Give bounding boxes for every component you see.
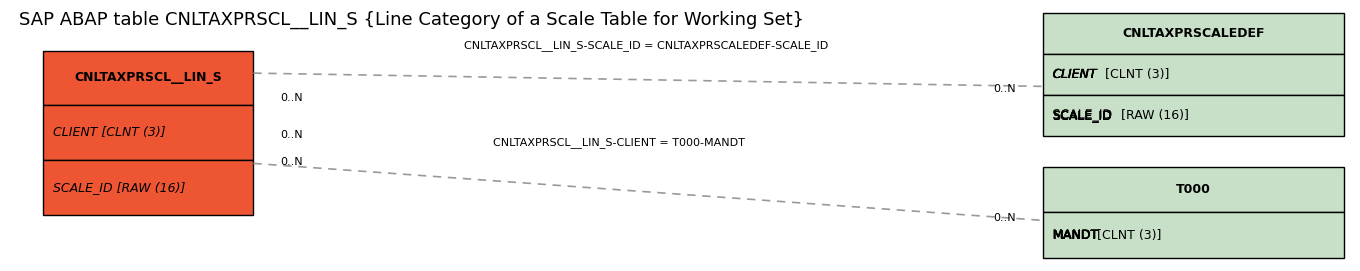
Text: SCALE_ID: SCALE_ID [1053, 109, 1112, 122]
Text: 0..N: 0..N [280, 131, 303, 140]
Text: 0..N: 0..N [280, 93, 303, 103]
Text: MANDT: MANDT [1053, 228, 1099, 241]
Text: MANDT: MANDT [1053, 228, 1099, 241]
Text: [CLNT (3)]: [CLNT (3)] [1093, 228, 1161, 241]
Text: [RAW (16)]: [RAW (16)] [1118, 109, 1190, 122]
Text: SCALE_ID: SCALE_ID [1053, 109, 1112, 122]
Text: SAP ABAP table CNLTAXPRSCL__LIN_S {Line Category of a Scale Table for Working Se: SAP ABAP table CNLTAXPRSCL__LIN_S {Line … [19, 11, 804, 29]
Text: CNLTAXPRSCL__LIN_S-CLIENT = T000-MANDT: CNLTAXPRSCL__LIN_S-CLIENT = T000-MANDT [494, 137, 745, 148]
Text: CNLTAXPRSCL__LIN_S: CNLTAXPRSCL__LIN_S [75, 72, 222, 85]
Bar [1043, 167, 1344, 212]
Text: [CLNT (3)]: [CLNT (3)] [1102, 68, 1170, 81]
Text: SCALE_ID [RAW (16)]: SCALE_ID [RAW (16)] [53, 181, 185, 194]
Bar [44, 51, 253, 105]
Text: SCALE_ID: SCALE_ID [1053, 109, 1112, 122]
Text: CNLTAXPRSCALEDEF: CNLTAXPRSCALEDEF [1122, 27, 1265, 40]
Bar [1043, 95, 1344, 136]
Text: CLIENT [CLNT (3)]: CLIENT [CLNT (3)] [53, 126, 166, 139]
Bar [1043, 54, 1344, 95]
Bar [1043, 212, 1344, 258]
Bar [1043, 13, 1344, 54]
Text: MANDT: MANDT [1053, 228, 1099, 241]
Bar [44, 160, 253, 215]
Text: 0..N: 0..N [280, 157, 303, 167]
Text: CLIENT: CLIENT [1053, 68, 1098, 81]
Text: MANDT: MANDT [1053, 228, 1099, 241]
Text: CLIENT: CLIENT [1053, 68, 1098, 81]
Text: SCALE_ID: SCALE_ID [1053, 109, 1112, 122]
Bar [44, 105, 253, 160]
Text: CLIENT: CLIENT [1053, 68, 1098, 81]
Text: 0..N: 0..N [993, 213, 1016, 223]
Text: CNLTAXPRSCL__LIN_S-SCALE_ID = CNLTAXPRSCALEDEF-SCALE_ID: CNLTAXPRSCL__LIN_S-SCALE_ID = CNLTAXPRSC… [464, 40, 828, 51]
Text: 0..N: 0..N [993, 84, 1016, 94]
Text: CLIENT: CLIENT [1053, 68, 1098, 81]
Text: T000: T000 [1176, 183, 1210, 196]
